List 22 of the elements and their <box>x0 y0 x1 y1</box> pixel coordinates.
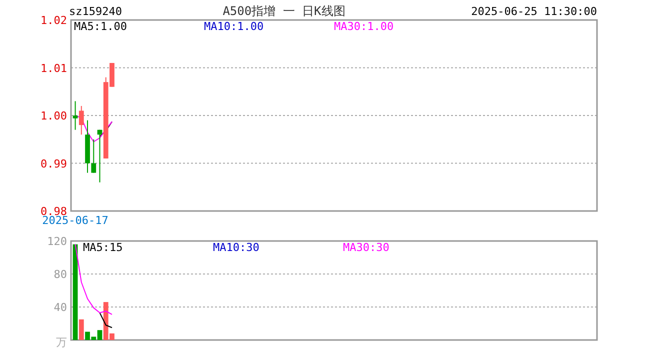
text: 2025-06-25 11:30:00 <box>471 5 597 18</box>
text: sz159240 <box>69 5 122 18</box>
y-axis-title: 万 <box>56 336 67 349</box>
candlestick <box>91 138 96 174</box>
y-tick-label: 1.01 <box>40 62 67 75</box>
text: MA30:30 <box>343 241 390 254</box>
legend-label: MA10:30 <box>213 241 260 254</box>
x-tick-label: 2025-06-17 <box>42 214 108 227</box>
bar <box>78 319 84 340</box>
y-tick-label: 1.02 <box>40 14 67 27</box>
y-tick-label: 0.99 <box>40 157 67 170</box>
text: MA5:1.00 <box>74 20 127 33</box>
y-tick-label: 80 <box>54 268 67 281</box>
text: A500指增 一 日K线图 <box>222 4 346 18</box>
candlestick <box>78 105 84 136</box>
y-tick-label: 1.00 <box>40 110 67 122</box>
text: MA5:15 <box>83 241 123 254</box>
legend-label: MA10:1.00 <box>204 20 264 33</box>
text: MA30:1.00 <box>334 20 394 33</box>
y-tick-label: 120 <box>47 235 67 248</box>
candlestick <box>72 100 78 130</box>
y-tick-label: 40 <box>54 301 67 314</box>
